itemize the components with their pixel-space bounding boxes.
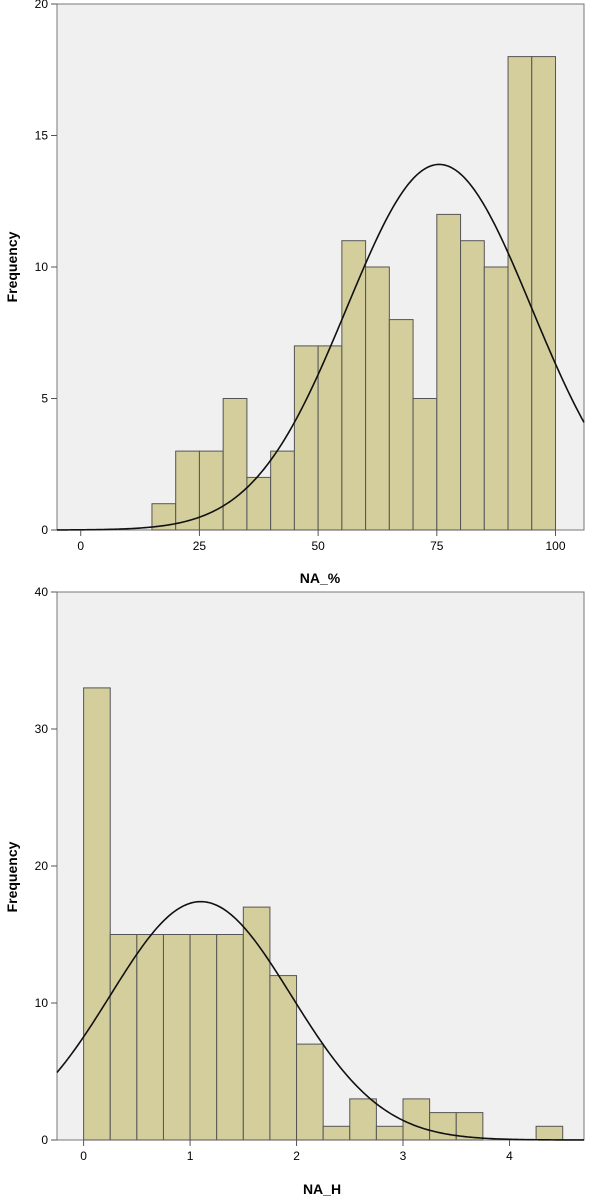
- histogram-bar: [317, 345, 343, 531]
- y-axis-1: 0 5 10 15 20: [35, 0, 57, 537]
- histogram-bar: [388, 319, 414, 531]
- y-tick-label: 20: [35, 0, 49, 11]
- histogram-bar: [341, 240, 367, 531]
- histogram-bar: [460, 240, 485, 531]
- y-axis-2: 0 10 20 30 40: [35, 585, 57, 1147]
- x-axis-1: 0 25 50 75 100: [77, 530, 566, 553]
- x-axis-title-1: NA_%: [300, 570, 341, 586]
- y-tick-label: 20: [35, 859, 49, 873]
- x-tick-label: 4: [506, 1149, 513, 1163]
- normal-curve-2: [56, 900, 584, 1141]
- x-tick-label: 0: [80, 1149, 87, 1163]
- histogram-na-percent: 0 5 10 15 20 0 25 50 75 100 Frequency NA_%: [4, 0, 585, 586]
- bars-group-2: [83, 687, 564, 1141]
- histogram-bar: [412, 398, 438, 531]
- histogram-bar: [270, 450, 295, 531]
- histogram-bar: [83, 687, 111, 1141]
- y-tick-label: 0: [41, 1133, 48, 1147]
- x-tick-label: 1: [187, 1149, 194, 1163]
- histogram-bar: [531, 56, 557, 531]
- histogram-bar: [429, 1112, 457, 1141]
- y-tick-label: 5: [41, 392, 48, 406]
- histogram-bar: [535, 1125, 564, 1141]
- histogram-bar: [109, 934, 138, 1141]
- histogram-bar: [296, 1043, 324, 1141]
- histogram-bar: [483, 266, 509, 531]
- x-axis-2: 0 1 2 3 4: [80, 1140, 513, 1163]
- histogram-bar: [242, 906, 271, 1141]
- histogram-bar: [436, 213, 462, 531]
- histogram-bar: [293, 345, 319, 531]
- histogram-bar: [222, 398, 248, 531]
- histogram-bar: [198, 450, 224, 531]
- x-tick-label: 0: [77, 539, 84, 553]
- x-tick-label: 25: [193, 539, 207, 553]
- histogram-bar: [216, 934, 244, 1141]
- x-tick-label: 50: [311, 539, 325, 553]
- histogram-na-h: 0 10 20 30 40 0 1 2 3 4 Frequency NA_H: [4, 585, 585, 1197]
- y-axis-title-1: Frequency: [4, 231, 20, 302]
- x-tick-label: 2: [293, 1149, 300, 1163]
- bars-group-1: [151, 56, 557, 531]
- y-tick-label: 10: [35, 260, 49, 274]
- normal-curve-1: [56, 163, 585, 531]
- histogram-bar: [162, 934, 191, 1141]
- histogram-bar: [507, 56, 533, 531]
- x-axis-title-2: NA_H: [303, 1181, 341, 1197]
- y-tick-label: 10: [35, 996, 49, 1010]
- histogram-bar: [322, 1125, 351, 1141]
- histogram-bar: [136, 934, 164, 1141]
- y-tick-label: 0: [41, 523, 48, 537]
- y-tick-label: 30: [35, 722, 49, 736]
- histogram-bar: [375, 1125, 404, 1141]
- histogram-bar: [349, 1098, 377, 1141]
- y-tick-label: 40: [35, 585, 49, 599]
- y-axis-title-2: Frequency: [4, 841, 20, 912]
- y-tick-label: 15: [35, 129, 49, 143]
- x-tick-label: 100: [545, 539, 565, 553]
- histogram-bar: [402, 1098, 431, 1141]
- histogram-bar: [269, 975, 298, 1141]
- x-tick-label: 3: [400, 1149, 407, 1163]
- histogram-bar: [189, 934, 218, 1141]
- histogram-bar: [365, 266, 390, 531]
- x-tick-label: 75: [430, 539, 444, 553]
